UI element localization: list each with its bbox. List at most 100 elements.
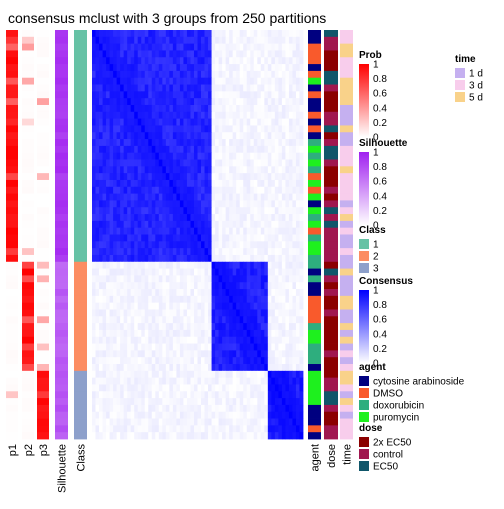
consensus-cell [99,91,103,99]
consensus-cell [120,152,125,160]
class-cell [74,248,87,256]
consensus-cell [123,282,128,290]
consensus-cell [127,248,132,256]
consensus-cell [116,173,121,181]
consensus-cell [274,384,279,392]
consensus-cell [243,295,248,304]
consensus-cell [218,275,223,283]
consensus-cell [116,350,121,358]
consensus-cell [120,248,125,256]
consensus-cell [95,309,100,317]
consensus-cell [229,152,234,160]
consensus-cell [172,357,177,365]
consensus-cell [236,391,241,399]
consensus-cell [246,139,251,147]
consensus-cell [95,91,100,99]
consensus-cell [260,268,265,276]
consensus-cell [260,302,265,310]
consensus-cell [201,370,205,379]
consensus-cell [225,57,230,65]
consensus-cell [264,234,269,242]
consensus-cell [165,370,170,379]
consensus-cell [260,254,265,263]
consensus-cell [232,391,237,399]
consensus-cell [193,329,198,338]
consensus-cell [92,364,96,372]
consensus-cell [186,350,191,358]
consensus-cell [229,384,234,392]
consensus-cell [109,384,114,392]
consensus-cell [162,384,167,392]
consensus-cell [123,84,128,92]
consensus-cell [109,316,114,324]
silhouette-cell [55,391,68,399]
consensus-cell [274,125,279,133]
p1-cell [6,186,18,194]
consensus-cell [165,220,170,229]
consensus-cell [288,425,293,433]
consensus-cell [211,91,216,99]
consensus-tick-label: 0.8 [373,300,387,311]
consensus-cell [151,391,156,399]
consensus-cell [190,111,195,120]
consensus-cell [165,139,170,147]
consensus-cell [271,404,276,413]
consensus-cell [222,64,227,72]
consensus-cell [169,350,174,358]
consensus-cell [130,302,135,310]
consensus-cell [144,111,149,120]
consensus-cell [229,370,234,379]
consensus-cell [102,111,107,120]
consensus-cell [193,398,198,406]
consensus-cell [148,370,153,379]
agent-label: puromycin [373,413,419,424]
consensus-cell [127,36,132,45]
consensus-cell [264,357,269,365]
consensus-cell [109,254,114,263]
consensus-cell [222,377,227,385]
consensus-cell [102,425,107,433]
consensus-cell [106,159,110,167]
consensus-cell [278,200,283,208]
consensus-cell [158,364,163,372]
agent-cell [308,118,321,126]
consensus-cell [148,77,153,85]
consensus-cell [225,268,230,276]
consensus-cell [201,159,205,167]
consensus-cell [190,125,195,133]
silhouette-cell [55,98,68,106]
consensus-cell [278,350,283,358]
consensus-cell [155,50,160,58]
consensus-cell [211,200,216,208]
consensus-cell [267,309,272,317]
consensus-cell [232,43,237,51]
silhouette-cell [55,384,68,392]
consensus-cell [123,200,128,208]
consensus-cell [271,91,276,99]
consensus-cell [218,152,223,160]
consensus-cell [151,84,156,92]
consensus-cell [260,234,265,242]
consensus-cell [109,241,114,249]
consensus-cell [229,398,234,406]
consensus-cell [141,220,146,229]
silhouette-cell [55,364,68,372]
consensus-cell [215,398,219,406]
consensus-cell [295,159,300,167]
consensus-cell [232,282,237,290]
consensus-cell [236,418,241,426]
consensus-cell [260,30,265,38]
time-cell [340,391,353,399]
consensus-cell [120,214,125,222]
consensus-cell [141,186,146,194]
consensus-cell [246,364,251,372]
p3-cell [37,391,49,399]
consensus-cell [127,200,132,208]
consensus-cell [299,336,304,344]
p1-cell [6,336,18,344]
consensus-cell [92,384,96,392]
consensus-cell [236,295,241,304]
consensus-cell [201,425,205,433]
p3-cell [37,350,49,358]
consensus-cell [243,432,248,440]
